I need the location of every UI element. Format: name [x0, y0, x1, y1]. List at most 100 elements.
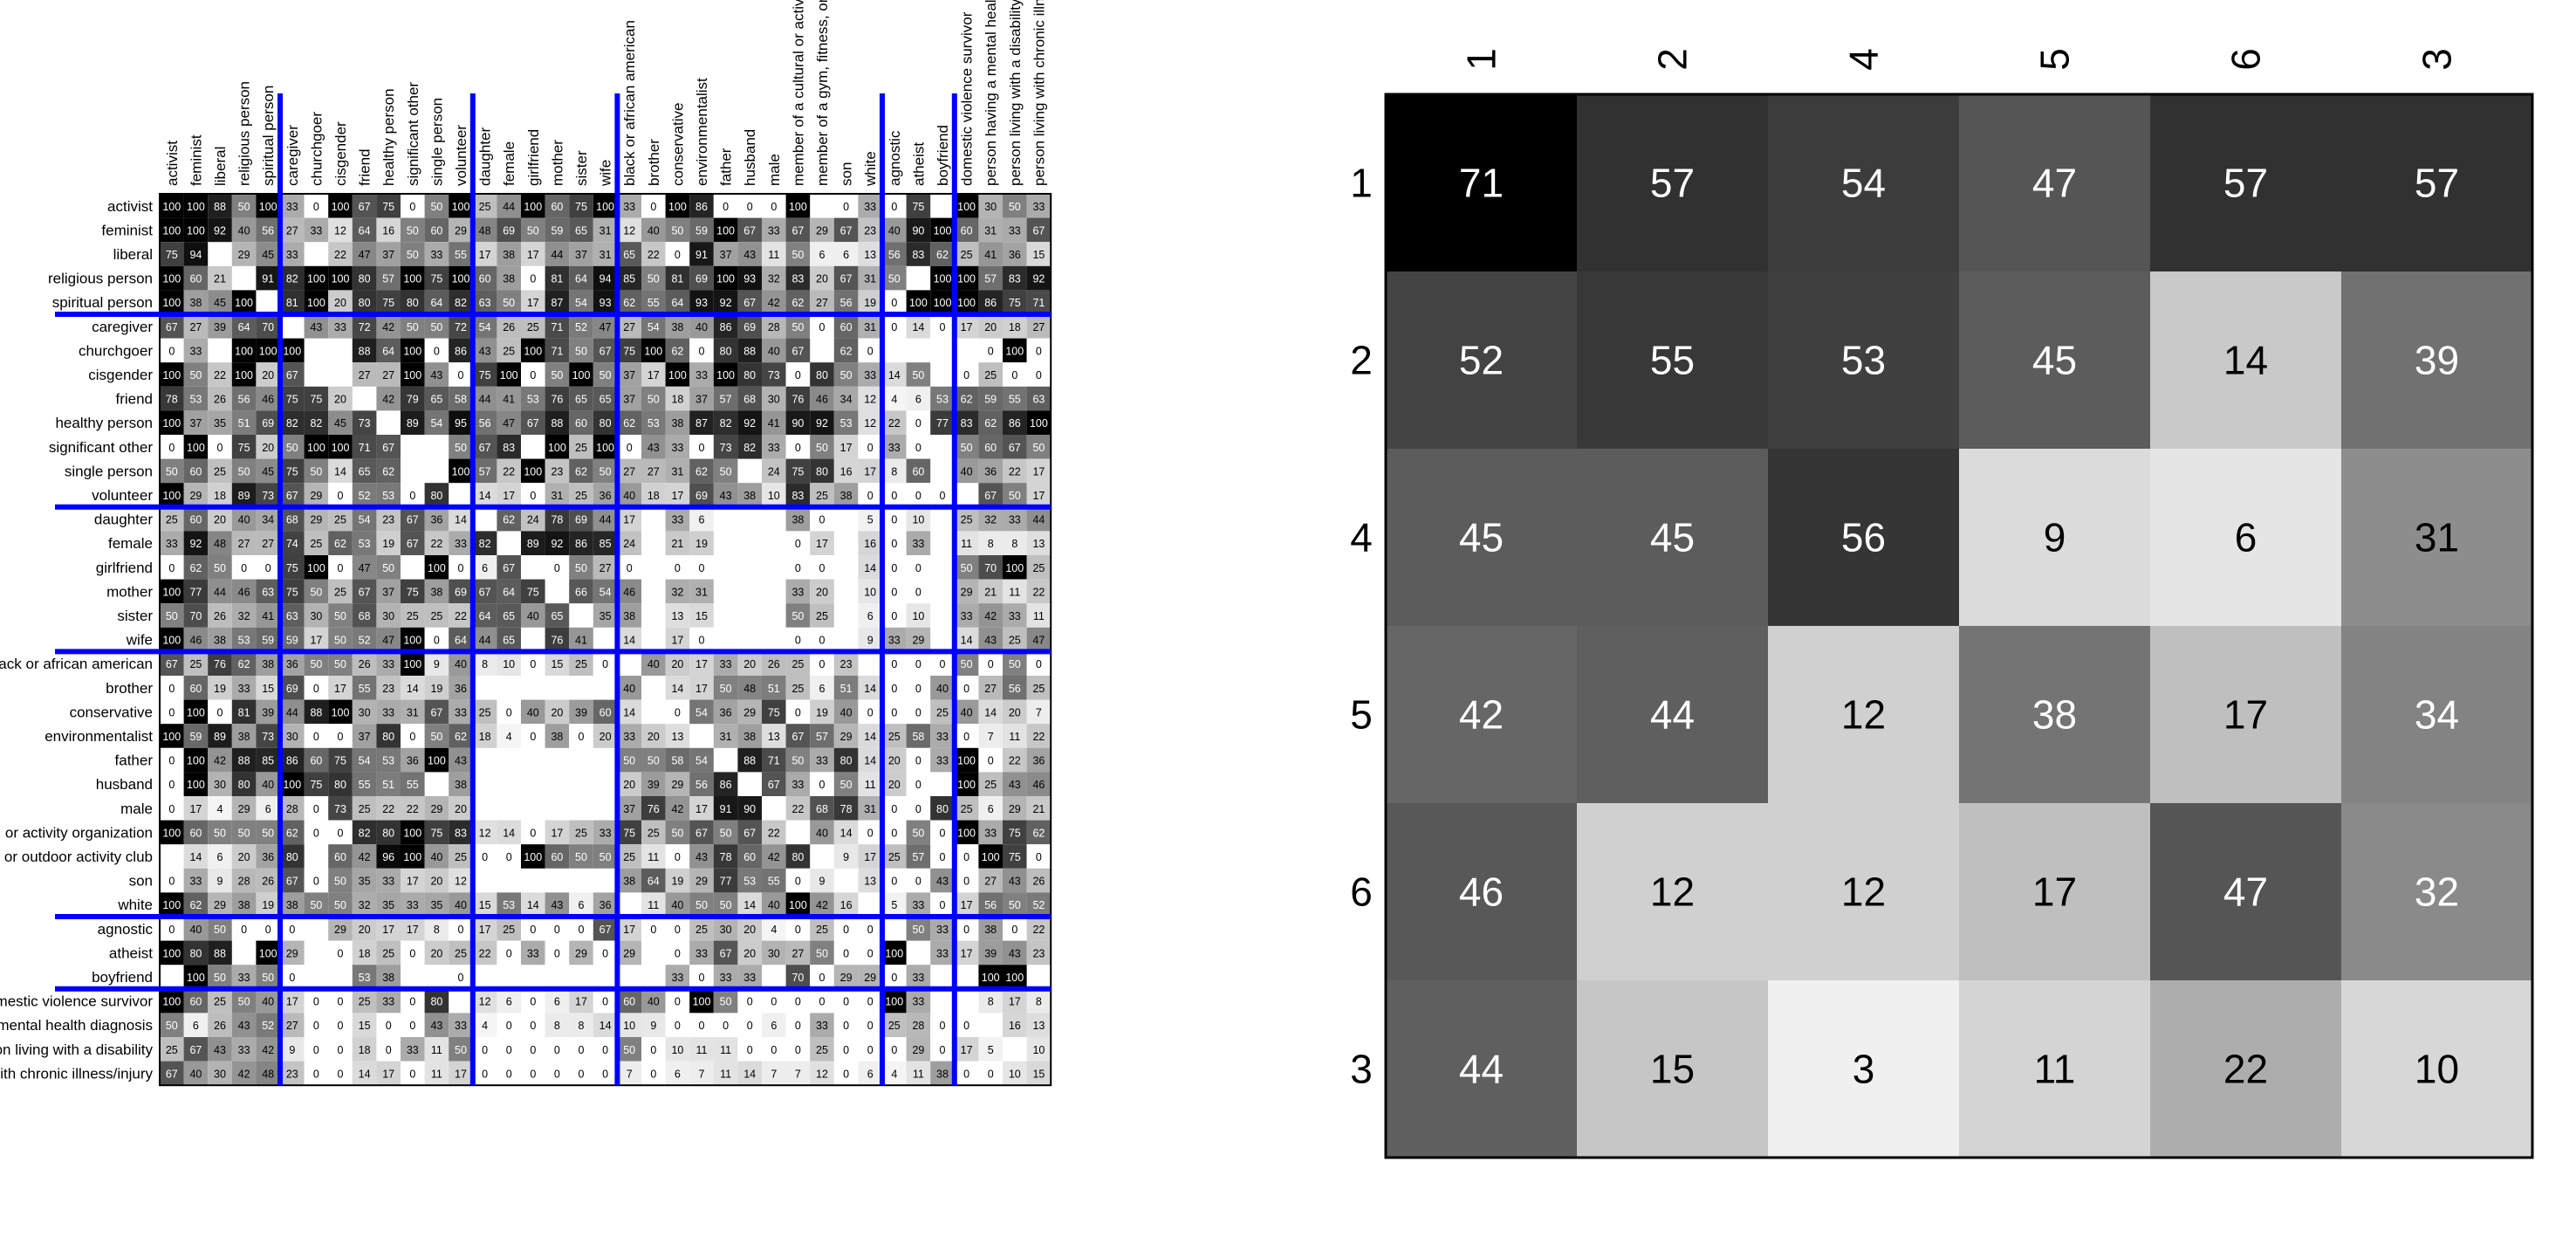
cell-value: 67	[166, 1068, 178, 1080]
cell-value: 43	[647, 442, 660, 454]
cell-value: 62	[1032, 827, 1045, 839]
cell-4-25	[762, 290, 786, 314]
cell-5-17	[569, 314, 593, 339]
cell-value: 0	[217, 706, 223, 718]
cell-value: 100	[332, 273, 350, 285]
column-label: white	[862, 151, 879, 187]
column-label: black or african american	[621, 20, 638, 186]
cell-value: 33	[623, 201, 635, 213]
cell-value: 29	[840, 731, 853, 743]
cell-value: 51	[382, 779, 394, 791]
cell-value: 20	[623, 779, 635, 791]
cell-10-6	[304, 435, 329, 459]
cell-value: 20	[984, 321, 997, 333]
cell-value: 88	[551, 417, 563, 430]
cell-value: 36	[1009, 249, 1021, 261]
cell-value: 25	[334, 514, 346, 526]
cell-value: 60	[430, 224, 442, 237]
cell-value: 19	[816, 706, 828, 718]
cell-value: 60	[479, 273, 491, 285]
cell-value: 0	[963, 731, 969, 743]
cell-value: 25	[359, 803, 371, 815]
cell-value: 40	[695, 321, 708, 333]
cell-value: 100	[524, 851, 542, 863]
cell-value: 47	[599, 321, 612, 333]
cell-value: 0	[940, 658, 946, 670]
column-label: girlfriend	[525, 129, 542, 186]
cell-value: 50	[912, 827, 924, 839]
cell-value: 17	[1032, 490, 1045, 502]
cell-value: 0	[650, 924, 656, 936]
cluster-row-label: 4	[1350, 515, 1373, 560]
column-label: member of a gym, fitness, or outdoor act…	[814, 0, 831, 186]
cell-value: 80	[743, 369, 756, 381]
cluster-row-label: 3	[1350, 1047, 1373, 1092]
cell-value: 42	[238, 1068, 250, 1080]
cluster-cell-value: 55	[1650, 338, 1695, 383]
row-label: activist	[107, 198, 153, 215]
cell-1-0	[160, 217, 184, 243]
cell-value: 75	[1009, 297, 1021, 309]
cell-value: 25	[214, 996, 226, 1008]
cell-6-1	[183, 338, 209, 363]
cell-value: 25	[816, 610, 828, 622]
cell-value: 17	[382, 1068, 394, 1080]
cell-value: 100	[934, 273, 952, 285]
cell-value: 0	[747, 996, 753, 1008]
cell-11-30	[882, 458, 907, 484]
cell-value: 0	[963, 876, 969, 888]
cluster-cell-value: 45	[2032, 338, 2077, 383]
cell-2-15	[521, 242, 545, 266]
cell-value: 69	[503, 224, 515, 237]
cell-value: 25	[1032, 562, 1045, 574]
cell-value: 31	[599, 249, 612, 261]
cell-5-16	[545, 314, 570, 339]
cell-9-3	[231, 410, 257, 435]
cell-value: 50	[166, 465, 178, 478]
cell-value: 46	[238, 586, 250, 598]
cell-value: 75	[791, 465, 804, 478]
cell-value: 14	[864, 683, 876, 695]
row-label: religious person	[48, 271, 153, 287]
cell-value: 62	[238, 658, 250, 670]
cell-5-10	[401, 314, 425, 339]
cell-value: 67	[503, 562, 515, 574]
row-label: girlfriend	[96, 560, 153, 576]
cell-value: 8	[988, 996, 994, 1008]
cell-9-21	[665, 410, 690, 435]
row-label: cisgender	[88, 367, 153, 383]
cell-value: 0	[795, 369, 801, 381]
cell-value: 73	[262, 490, 274, 502]
cell-value: 70	[984, 562, 997, 574]
cell-value: 33	[286, 249, 298, 261]
cell-value: 22	[1009, 755, 1021, 767]
cell-value: 67	[359, 586, 371, 598]
cell-3-13	[472, 265, 497, 291]
cell-6-21	[665, 338, 690, 363]
cell-value: 80	[791, 851, 804, 863]
cell-value: 80	[840, 755, 853, 767]
cell-value: 31	[720, 731, 732, 743]
cell-value: 53	[382, 755, 394, 767]
cell-3-28	[833, 265, 859, 291]
cell-value: 43	[743, 249, 756, 261]
cell-13-0	[160, 506, 184, 532]
cell-value: 24	[623, 538, 635, 550]
cell-value: 100	[428, 755, 446, 767]
cell-6-25	[762, 338, 786, 363]
cell-value: 62	[286, 827, 298, 839]
cell-1-23	[713, 217, 738, 243]
cell-value: 11	[647, 899, 659, 911]
cell-value: 63	[286, 610, 298, 622]
cell-value: 50	[382, 562, 394, 574]
cell-value: 60	[623, 996, 635, 1008]
cell-value: 0	[506, 1044, 512, 1056]
cell-value: 82	[743, 442, 756, 454]
cell-value: 38	[936, 1068, 949, 1080]
cell-value: 100	[428, 562, 446, 574]
cell-6-14	[497, 338, 521, 363]
cell-7-4	[256, 362, 280, 387]
cell-value: 0	[602, 1044, 608, 1056]
cell-2-25	[762, 242, 786, 266]
cell-value: 22	[1032, 731, 1045, 743]
